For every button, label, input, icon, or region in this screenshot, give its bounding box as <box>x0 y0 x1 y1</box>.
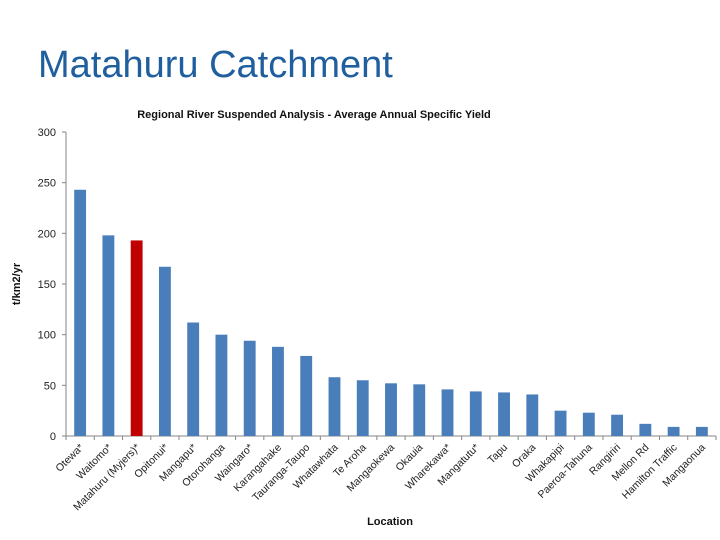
bar-waitomo <box>102 235 115 436</box>
bar-karangahake <box>272 346 284 436</box>
bar-otorohanga <box>215 334 228 436</box>
bar-paeroa-tahuna <box>582 412 595 436</box>
y-tick-label: 150 <box>38 279 56 291</box>
y-tick-label: 300 <box>38 127 56 139</box>
bar-otewa <box>74 189 87 436</box>
bar-tapu <box>498 392 510 436</box>
slide-title: Matahuru Catchment <box>38 44 393 86</box>
bar-whatawhata <box>328 377 341 436</box>
bar-mangapu <box>187 322 200 436</box>
bar-rangiriri <box>611 414 624 436</box>
bar-mangaokewa <box>385 383 397 436</box>
bar-hamilton-traffic <box>667 426 680 436</box>
y-tick-label: 250 <box>38 178 56 190</box>
bar-mangatutu <box>469 391 482 436</box>
bar-waingaro <box>243 340 256 436</box>
y-axis-label: t/km2/yr <box>11 262 23 305</box>
chart-title: Regional River Suspended Analysis - Aver… <box>137 109 491 121</box>
y-tick-label: 50 <box>44 380 56 392</box>
bar-te-aroha <box>356 380 369 436</box>
y-tick-label: 0 <box>50 431 56 443</box>
bar-matahuru-myjers <box>130 240 143 436</box>
bar-whakapipi <box>554 410 567 436</box>
bar-wharekawa <box>441 389 454 436</box>
y-tick-label: 100 <box>38 330 56 342</box>
x-tick-label: Tapu <box>486 442 511 467</box>
plot-area: 050100150200250300Otewa*Waitomo*Matahuru… <box>38 127 717 513</box>
bar-oraka <box>526 394 539 436</box>
bar-mangaonua <box>695 426 708 436</box>
bar-mellon-rd <box>639 423 652 436</box>
bar-tauranga-taupo <box>300 355 313 436</box>
x-axis-label: Location <box>367 516 413 528</box>
bar-opitonui <box>158 266 171 436</box>
y-tick-label: 200 <box>38 228 56 240</box>
bar-okauia <box>413 384 426 436</box>
